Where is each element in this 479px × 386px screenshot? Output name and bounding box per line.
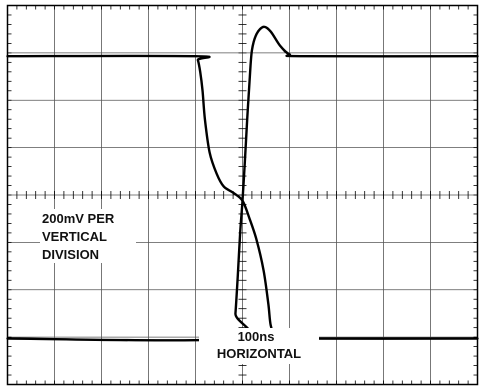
vertical-scale-line-3: DIVISION — [42, 247, 99, 262]
horizontal-scale-line-2: HORIZONTAL — [217, 346, 301, 361]
rising-edge-trace — [6, 25, 479, 342]
horizontal-scale-line-1: 100ns — [238, 329, 275, 344]
vertical-scale-line-2: VERTICAL — [42, 229, 107, 244]
horizontal-scale-annotation: 100ns HORIZONTAL — [199, 328, 319, 364]
vertical-scale-line-1: 200mV PER — [42, 211, 115, 226]
vertical-scale-annotation: 200mV PER VERTICAL DIVISION — [40, 209, 136, 263]
